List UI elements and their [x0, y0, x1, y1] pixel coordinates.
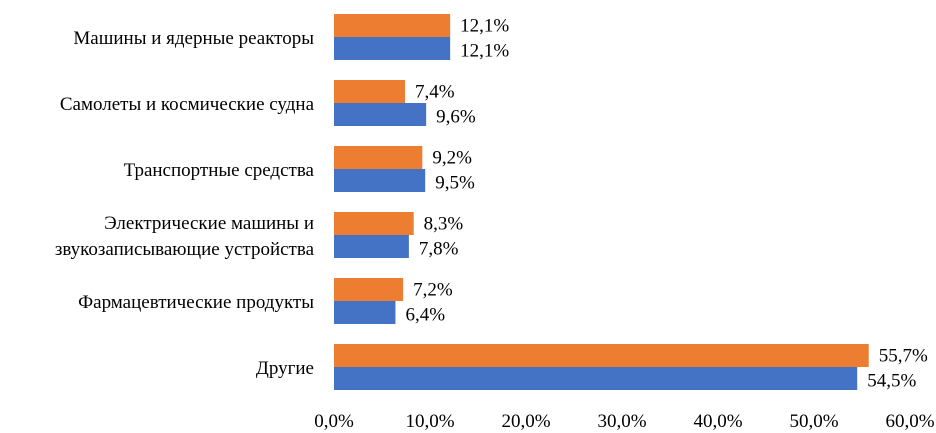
- bar: [334, 212, 414, 235]
- data-label: 7,8%: [419, 239, 459, 260]
- bar: [334, 146, 423, 169]
- category-label: Электрические машины и звукозаписывающие …: [55, 213, 315, 260]
- data-label: 8,3%: [424, 214, 464, 235]
- category-label: Транспортные средства: [124, 160, 315, 181]
- bar: [334, 80, 406, 103]
- data-label: 9,5%: [435, 173, 475, 194]
- bar: [334, 235, 409, 258]
- bar: [334, 344, 869, 367]
- value-axis: 0,0% 10,0% 20,0% 30,0% 40,0% 50,0% 60,0%: [314, 411, 935, 432]
- x-tick-label: 20,0%: [501, 411, 550, 432]
- x-tick-label: 10,0%: [405, 411, 454, 432]
- bar: [334, 14, 451, 37]
- data-labels: 12,1%12,1%7,4%9,6%9,2%9,5%8,3%7,8%7,2%6,…: [405, 16, 928, 392]
- category-label: Машины и ядерные реакторы: [73, 28, 314, 49]
- x-tick-label: 30,0%: [597, 411, 646, 432]
- data-label: 54,5%: [867, 371, 916, 392]
- category-label: Фармацевтические продукты: [78, 292, 314, 313]
- x-tick-label: 60,0%: [885, 411, 934, 432]
- data-label: 55,7%: [879, 346, 928, 367]
- bar: [334, 169, 426, 192]
- data-label: 7,4%: [415, 82, 455, 103]
- bar: [334, 367, 858, 390]
- data-label: 7,2%: [413, 280, 453, 301]
- category-label: Другие: [256, 358, 314, 379]
- category-label: Самолеты и космические судна: [60, 94, 315, 115]
- bar: [334, 301, 396, 324]
- data-label: 9,6%: [436, 107, 476, 128]
- x-tick-label: 40,0%: [693, 411, 742, 432]
- category-axis: Машины и ядерные реакторы Самолеты и косм…: [55, 28, 315, 379]
- data-label: 9,2%: [432, 148, 472, 169]
- bar: [334, 37, 451, 60]
- data-label: 6,4%: [405, 305, 445, 326]
- data-label: 12,1%: [460, 16, 509, 37]
- bars: [334, 14, 869, 390]
- bar: [334, 278, 404, 301]
- x-tick-label: 50,0%: [789, 411, 838, 432]
- x-tick-label: 0,0%: [314, 411, 354, 432]
- bar: [334, 103, 427, 126]
- data-label: 12,1%: [460, 41, 509, 62]
